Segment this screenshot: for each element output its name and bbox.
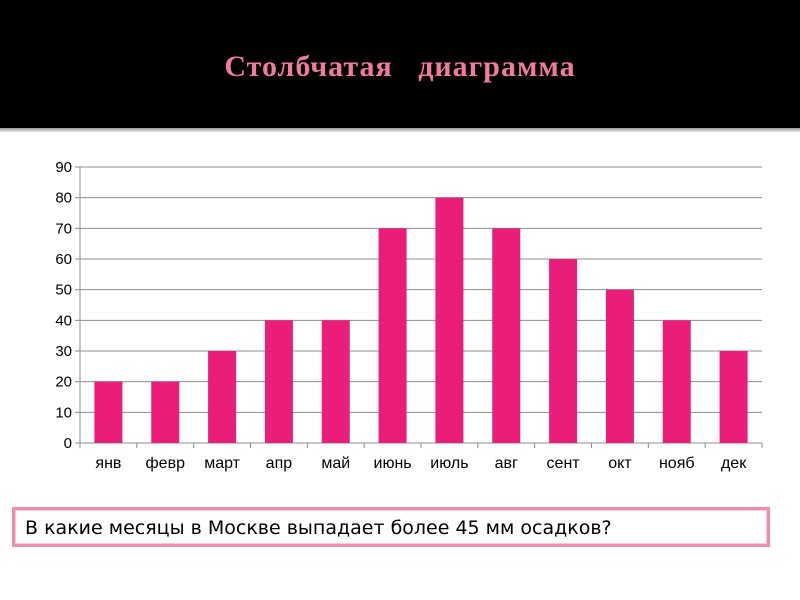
bar-4 xyxy=(264,320,293,443)
bar-5 xyxy=(321,320,350,443)
x-tick-label: июль xyxy=(430,455,468,472)
y-tick-label: 0 xyxy=(64,435,72,452)
bar-chart: 0 10 20 30 40 50 60 70 80 90 янв февр март апр май июнь… xyxy=(55,159,763,472)
x-tick-label: янв xyxy=(95,455,121,472)
question-text: В какие месяцы в Москве выпадает более 4… xyxy=(25,517,612,539)
y-tick-label: 80 xyxy=(55,190,72,207)
y-tick-label: 40 xyxy=(55,312,72,329)
x-tick-label: дек xyxy=(721,455,747,472)
question-box: В какие месяцы в Москве выпадает более 4… xyxy=(12,507,770,547)
bar-7 xyxy=(435,197,464,443)
bar-3 xyxy=(208,351,237,443)
x-tick-label: авг xyxy=(495,455,518,472)
title-band: Столбчатая диаграмма xyxy=(0,0,800,132)
y-tick-label: 70 xyxy=(55,220,72,237)
x-tick-label: апр xyxy=(266,455,293,472)
x-tick-label: июнь xyxy=(374,455,412,472)
x-tick-label: сент xyxy=(547,455,581,472)
y-tick-label: 30 xyxy=(55,343,72,360)
x-tick-label: май xyxy=(321,455,350,472)
y-tick-label: 90 xyxy=(55,159,72,176)
x-tick-label: нояб xyxy=(659,455,695,472)
x-tick-label: март xyxy=(204,455,240,472)
bar-1 xyxy=(94,381,123,443)
bar-10 xyxy=(605,289,634,443)
y-tick-label: 50 xyxy=(55,282,72,299)
y-tick-label: 60 xyxy=(55,251,72,268)
slide-title: Столбчатая диаграмма xyxy=(224,50,576,83)
bar-12 xyxy=(719,351,748,443)
x-tick-label: февр xyxy=(146,455,186,472)
x-tick-label: окт xyxy=(608,455,632,472)
y-tick-label: 20 xyxy=(55,374,72,391)
bar-2 xyxy=(151,381,180,443)
bar-8 xyxy=(492,228,521,443)
y-tick-label: 10 xyxy=(55,404,72,421)
bar-11 xyxy=(662,320,691,443)
bar-6 xyxy=(378,228,407,443)
bar-9 xyxy=(549,259,578,443)
